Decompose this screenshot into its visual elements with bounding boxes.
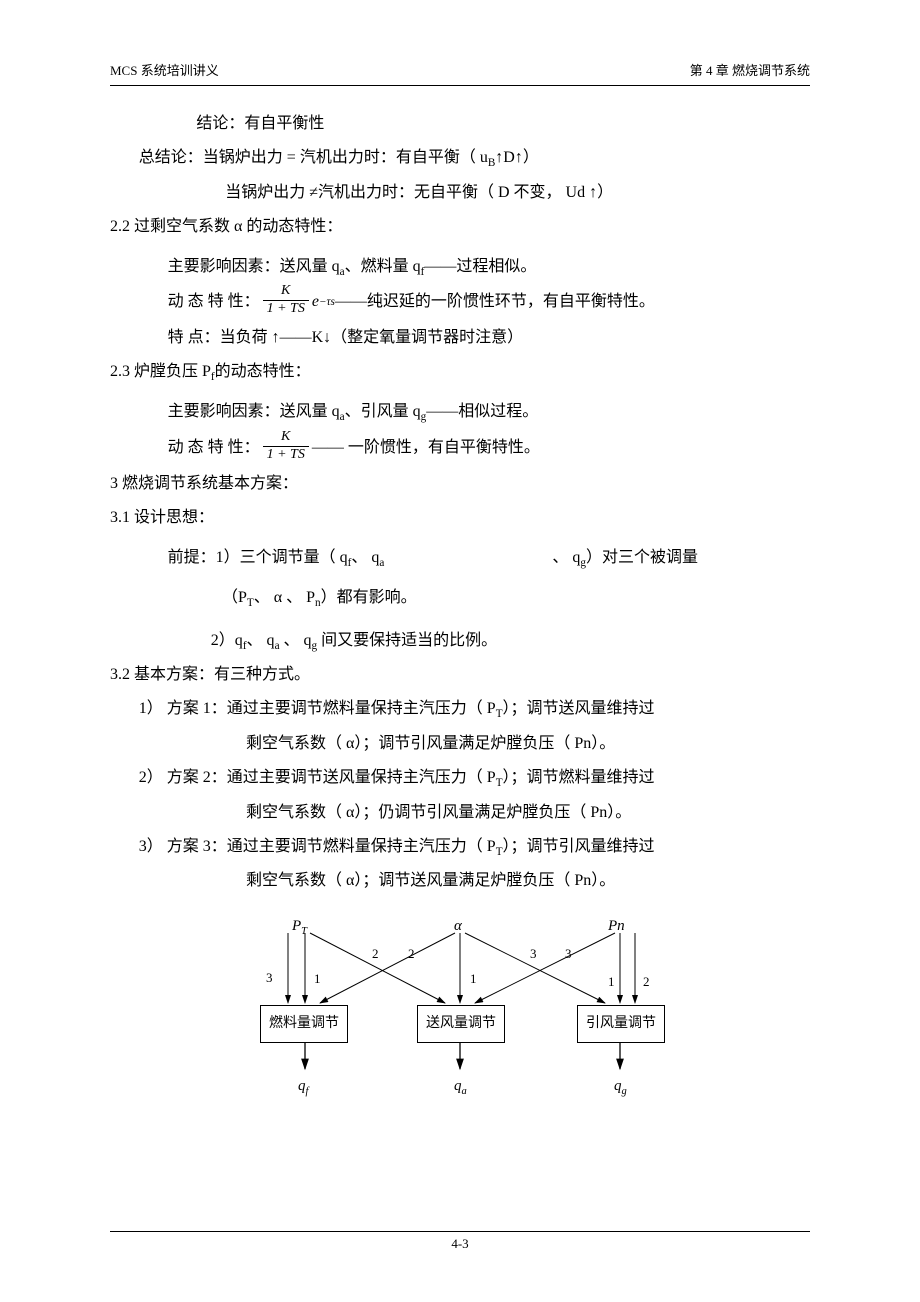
diagram-label-qg: qg [614,1071,627,1102]
header-right: 第 4 章 燃烧调节系统 [690,60,810,79]
header-left: MCS 系统培训讲义 [110,60,219,79]
diagram-box-air: 送风量调节 [417,1005,505,1043]
diagram-box-induced: 引风量调节 [577,1005,665,1043]
edge-label: 3 [530,941,537,967]
scheme-diagram: PT α Pn 3 1 2 2 1 3 3 1 2 燃料量调节 送风量调节 引风… [230,911,690,1091]
section-heading: 2.3 炉膛负压 Pf的动态特性： [110,356,810,389]
diagram-label-qa: qa [454,1071,467,1102]
diagram-label-pt: PT [292,911,307,942]
section-heading: 2.2 过剩空气系数 α 的动态特性： [110,211,810,243]
diagram-label-qf: qf [298,1071,308,1102]
text-line: 1） 方案 1：通过主要调节燃料量保持主汽压力（ PT）；调节送风量维持过 [110,693,810,726]
text-line: 2） 方案 2：通过主要调节送风量保持主汽压力（ PT）；调节燃料量维持过 [110,762,810,795]
text-line: 特 点：当负荷 ↑——K↓（整定氧量调节器时注意） [110,322,810,354]
diagram-label-alpha: α [454,911,462,941]
diagram-box-fuel: 燃料量调节 [260,1005,348,1043]
edge-label: 2 [372,941,379,967]
main-content: 结论：有自平衡性 总结论：当锅炉出力 = 汽机出力时：有自平衡（ uB↑D↑） … [110,108,810,1091]
page-footer: 4-3 [110,1231,810,1252]
text-line: 当锅炉出力 ≠汽机出力时：无自平衡（ D 不变， Ud ↑） [110,177,810,209]
edge-label: 1 [314,966,321,992]
text-line: 主要影响因素：送风量 qa、引风量 qg——相似过程。 [110,396,810,429]
section-heading: 3.2 基本方案：有三种方式。 [110,659,810,691]
edge-label: 2 [408,941,415,967]
edge-label: 3 [565,941,572,967]
edge-label: 2 [643,969,650,995]
section-heading: 3.1 设计思想： [110,502,810,534]
edge-label: 1 [608,969,615,995]
text-line: 前提：1）三个调节量（ qf、 qa、 qg）对三个被调量 [110,542,810,575]
text-line: 3） 方案 3：通过主要调节燃料量保持主汽压力（ PT）；调节引风量维持过 [110,831,810,864]
fraction: K 1 + TS [263,283,309,318]
text-line: 2）qf、 qa 、 qg 间又要保持适当的比例。 [110,625,810,658]
text-line: 结论：有自平衡性 [110,108,810,140]
formula-line: 动 态 特 性： K 1 + TS e−τs ——纯迟延的一阶惯性环节，有自平衡… [110,285,810,320]
text-line: （PT、 α 、 Pn）都有影响。 [110,582,810,615]
page-number: 4-3 [451,1236,468,1251]
text-line: 主要影响因素：送风量 qa、燃料量 qf——过程相似。 [110,251,810,284]
edge-label: 1 [470,966,477,992]
edge-label: 3 [266,965,273,991]
diagram-label-pn: Pn [608,911,625,941]
formula-line: 动 态 特 性： K 1 + TS —— 一阶惯性，有自平衡特性。 [110,431,810,466]
text-line: 剩空气系数（ α）；仍调节引风量满足炉膛负压（ Pn）。 [110,797,810,829]
text-line: 剩空气系数（ α）；调节引风量满足炉膛负压（ Pn）。 [110,728,810,760]
section-heading: 3 燃烧调节系统基本方案： [110,468,810,500]
text-line: 总结论：当锅炉出力 = 汽机出力时：有自平衡（ uB↑D↑） [110,142,810,175]
text-line: 剩空气系数（ α）；调节送风量满足炉膛负压（ Pn）。 [110,865,810,897]
fraction: K 1 + TS [263,429,309,464]
